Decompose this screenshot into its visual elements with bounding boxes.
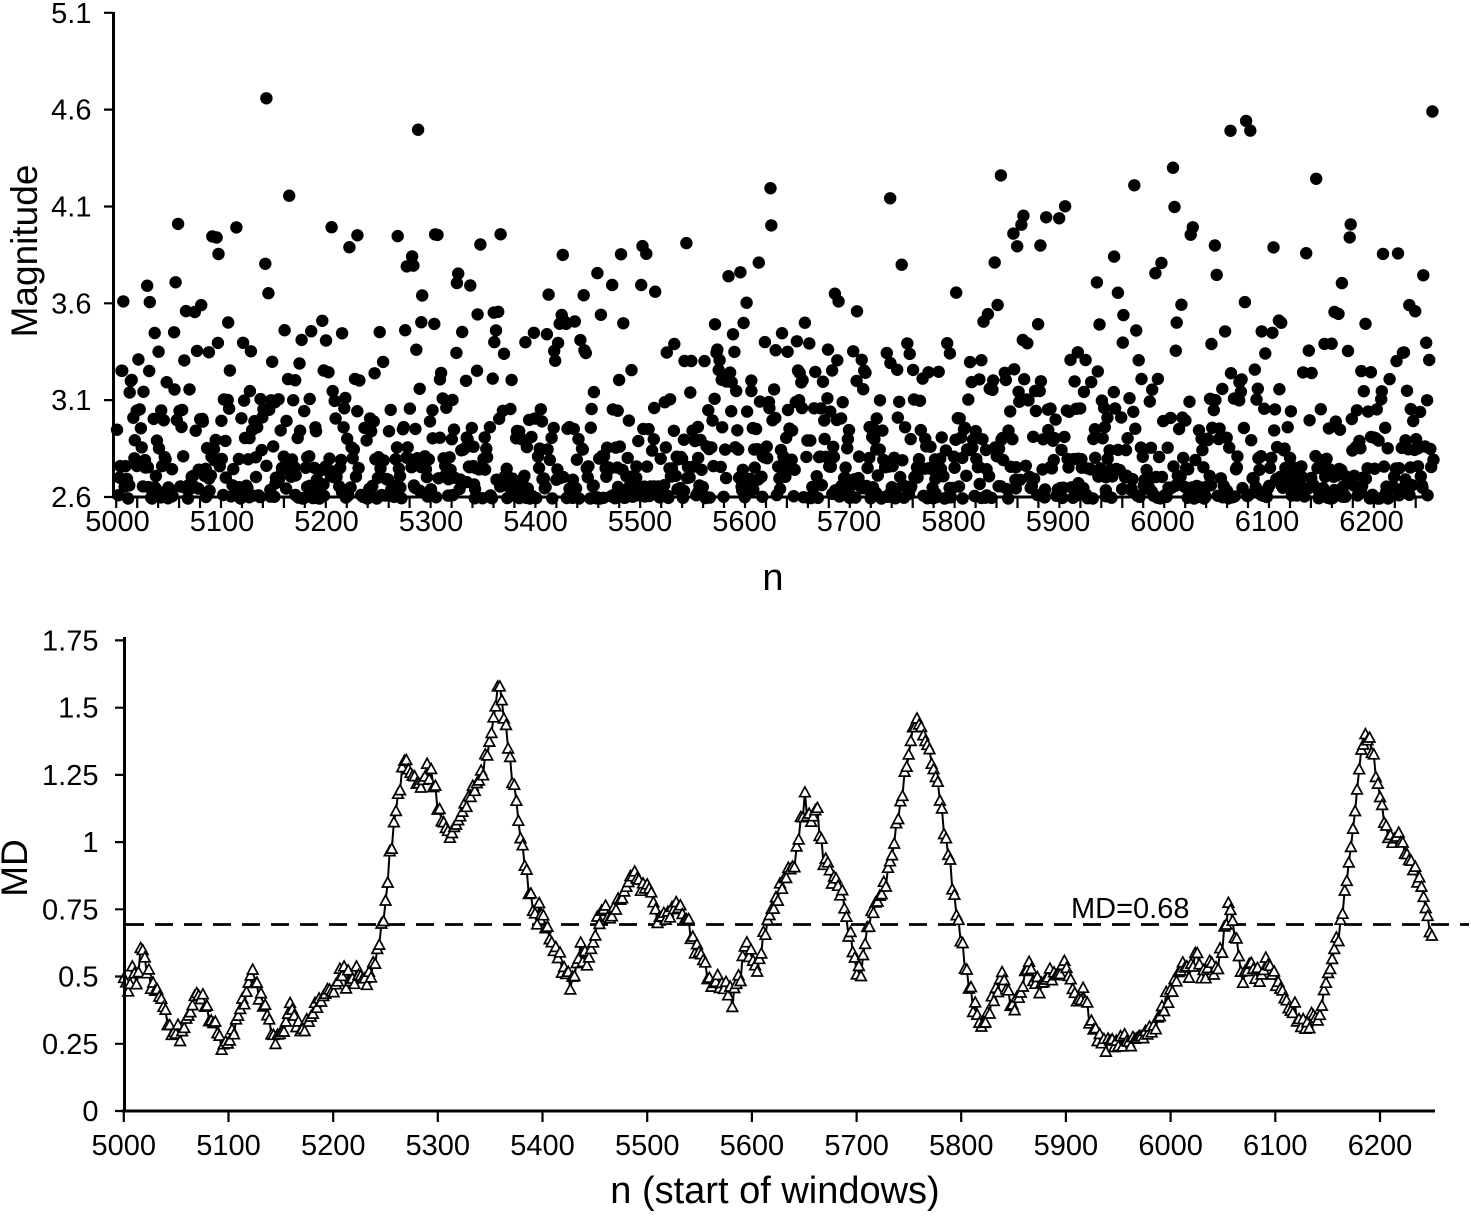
- svg-text:5000: 5000: [85, 506, 150, 538]
- svg-text:0: 0: [82, 1096, 98, 1128]
- svg-text:5700: 5700: [817, 506, 882, 538]
- svg-text:5100: 5100: [190, 506, 255, 538]
- svg-text:5800: 5800: [921, 506, 986, 538]
- svg-text:n (start of windows): n (start of windows): [610, 1170, 939, 1212]
- svg-text:4.1: 4.1: [51, 192, 91, 224]
- svg-text:MD=0.68: MD=0.68: [1071, 893, 1189, 925]
- svg-text:5900: 5900: [1034, 1130, 1099, 1162]
- svg-text:5600: 5600: [720, 1130, 785, 1162]
- svg-text:5.1: 5.1: [51, 0, 91, 30]
- svg-text:5500: 5500: [615, 1130, 680, 1162]
- svg-text:0.5: 0.5: [58, 962, 98, 994]
- svg-text:5400: 5400: [503, 506, 568, 538]
- svg-text:6100: 6100: [1235, 506, 1300, 538]
- svg-text:1: 1: [82, 827, 98, 859]
- svg-text:0.75: 0.75: [42, 894, 98, 926]
- svg-text:MD: MD: [0, 839, 35, 897]
- svg-text:1.25: 1.25: [42, 760, 98, 792]
- svg-text:4.6: 4.6: [51, 95, 91, 127]
- svg-text:5300: 5300: [406, 1130, 471, 1162]
- svg-text:5200: 5200: [301, 1130, 366, 1162]
- svg-text:5100: 5100: [196, 1130, 261, 1162]
- svg-text:1.75: 1.75: [42, 625, 98, 657]
- svg-text:n: n: [762, 557, 783, 599]
- svg-text:5700: 5700: [824, 1130, 889, 1162]
- svg-text:6000: 6000: [1138, 1130, 1203, 1162]
- svg-text:5500: 5500: [608, 506, 673, 538]
- svg-text:0.25: 0.25: [42, 1029, 98, 1061]
- svg-text:6200: 6200: [1348, 1130, 1413, 1162]
- svg-text:5900: 5900: [1026, 506, 1091, 538]
- svg-text:Magnitude: Magnitude: [4, 165, 45, 338]
- svg-text:6200: 6200: [1339, 506, 1404, 538]
- svg-text:3.1: 3.1: [51, 385, 91, 417]
- svg-text:6000: 6000: [1130, 506, 1195, 538]
- svg-text:5200: 5200: [294, 506, 359, 538]
- svg-text:5800: 5800: [929, 1130, 994, 1162]
- svg-text:5600: 5600: [712, 506, 777, 538]
- svg-text:1.5: 1.5: [58, 693, 98, 725]
- svg-text:5300: 5300: [399, 506, 464, 538]
- svg-text:6100: 6100: [1243, 1130, 1308, 1162]
- svg-text:3.6: 3.6: [51, 288, 91, 320]
- svg-text:5000: 5000: [92, 1130, 157, 1162]
- svg-text:5400: 5400: [510, 1130, 575, 1162]
- svg-text:2.6: 2.6: [51, 482, 91, 514]
